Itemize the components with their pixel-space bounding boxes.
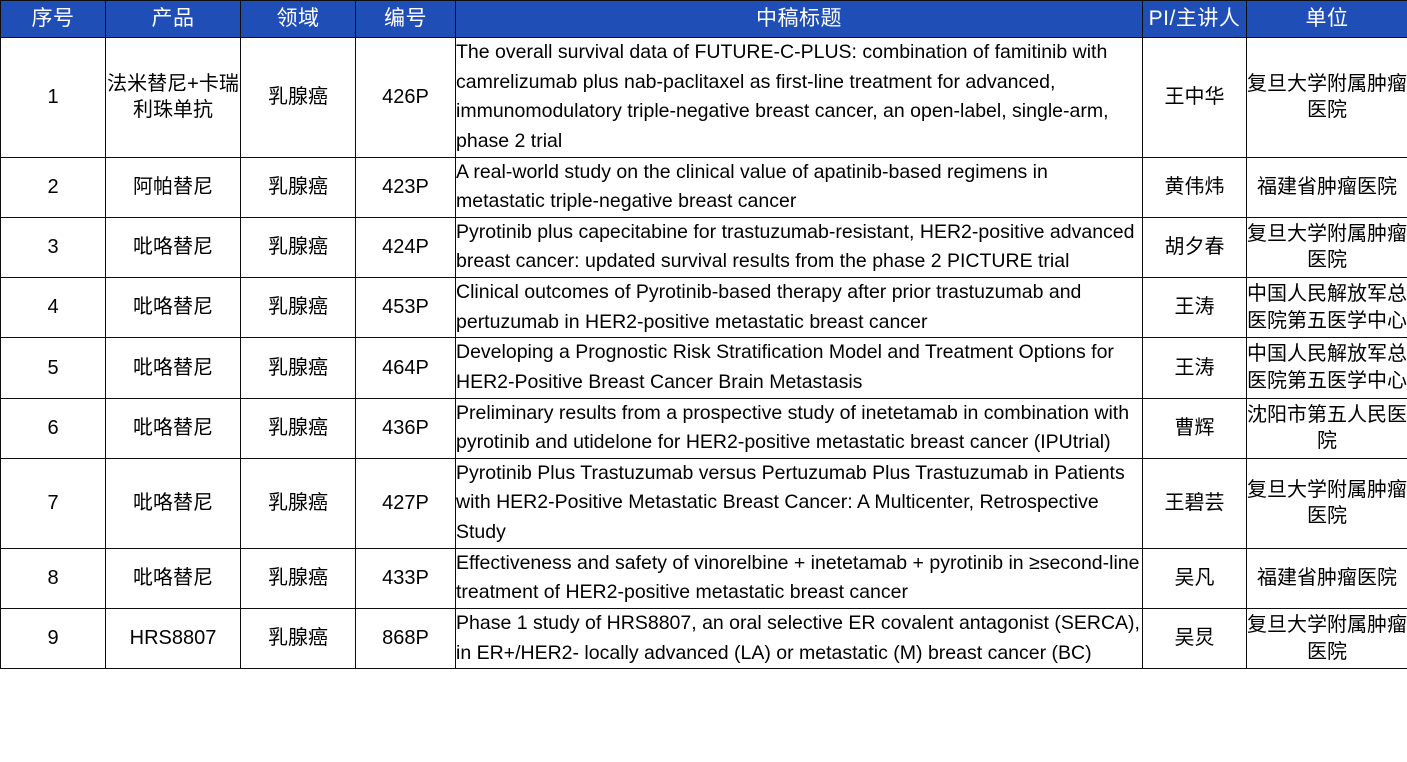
- cell-title: Clinical outcomes of Pyrotinib-based the…: [455, 276, 1143, 339]
- cell-unit: 福建省肿瘤医院: [1246, 547, 1407, 609]
- cell-code: 433P: [355, 547, 456, 609]
- cell-unit: 复旦大学附属肿瘤医院: [1246, 37, 1407, 158]
- cell-product: 吡咯替尼: [105, 216, 241, 279]
- table-row: 2 阿帕替尼 乳腺癌 423P A real-world study on the cl…: [0, 156, 1407, 218]
- cell-field: 乳腺癌: [240, 607, 356, 670]
- cell-pi: 王碧芸: [1142, 457, 1247, 549]
- cell-title: Preliminary results from a prospective s…: [455, 397, 1143, 459]
- cell-index: 2: [0, 156, 106, 218]
- cell-product: 阿帕替尼: [105, 156, 241, 218]
- table-row: 5 吡咯替尼 乳腺癌 464P Developing a Prognostic Risk…: [0, 337, 1407, 399]
- table-row: 3 吡咯替尼 乳腺癌 424P Pyrotinib plus capecitabine …: [0, 216, 1407, 279]
- cell-index: 4: [0, 276, 106, 339]
- cell-unit: 复旦大学附属肿瘤医院: [1246, 216, 1407, 279]
- cell-index: 6: [0, 397, 106, 459]
- cell-field: 乳腺癌: [240, 276, 356, 339]
- cell-title: The overall survival data of FUTURE-C-PL…: [455, 37, 1143, 158]
- cell-code: 423P: [355, 156, 456, 218]
- cell-product: 吡咯替尼: [105, 337, 241, 399]
- cell-product: HRS8807: [105, 607, 241, 670]
- cell-product: 吡咯替尼: [105, 457, 241, 549]
- table-row: 4 吡咯替尼 乳腺癌 453P Clinical outcomes of Pyrotin…: [0, 276, 1407, 339]
- accepted-abstracts-table: 序号 产品 领域 编号 中稿标题 PI/主讲人 单位 1 法米替尼+卡瑞利珠单抗乳…: [0, 0, 1407, 670]
- cell-pi: 吴凡: [1142, 547, 1247, 609]
- cell-field: 乳腺癌: [240, 457, 356, 549]
- cell-unit: 福建省肿瘤医院: [1246, 156, 1407, 218]
- cell-unit: 复旦大学附属肿瘤医院: [1246, 457, 1407, 549]
- cell-pi: 胡夕春: [1142, 216, 1247, 279]
- cell-pi: 吴炅: [1142, 607, 1247, 670]
- cell-index: 9: [0, 607, 106, 670]
- column-header-code: 编号: [355, 0, 456, 38]
- cell-unit: 中国人民解放军总医院第五医学中心: [1246, 337, 1407, 399]
- column-header-pi: PI/主讲人: [1142, 0, 1247, 38]
- cell-code: 868P: [355, 607, 456, 670]
- cell-index: 5: [0, 337, 106, 399]
- cell-code: 426P: [355, 37, 456, 158]
- cell-code: 464P: [355, 337, 456, 399]
- table-row: 6 吡咯替尼 乳腺癌 436P Preliminary results from a p…: [0, 397, 1407, 459]
- cell-unit: 中国人民解放军总医院第五医学中心: [1246, 276, 1407, 339]
- column-header-unit: 单位: [1246, 0, 1407, 38]
- column-header-field: 领域: [240, 0, 356, 38]
- cell-unit: 复旦大学附属肿瘤医院: [1246, 607, 1407, 670]
- cell-title: A real-world study on the clinical value…: [455, 156, 1143, 218]
- cell-pi: 曹辉: [1142, 397, 1247, 459]
- cell-unit: 沈阳市第五人民医院: [1246, 397, 1407, 459]
- cell-field: 乳腺癌: [240, 397, 356, 459]
- cell-index: 1: [0, 37, 106, 158]
- cell-code: 453P: [355, 276, 456, 339]
- cell-index: 7: [0, 457, 106, 549]
- cell-index: 8: [0, 547, 106, 609]
- cell-title: Developing a Prognostic Risk Stratificat…: [455, 337, 1143, 399]
- cell-pi: 王中华: [1142, 37, 1247, 158]
- table-row: 1 法米替尼+卡瑞利珠单抗 乳腺癌 426P The overall survival …: [0, 37, 1407, 158]
- table-body: 1 法米替尼+卡瑞利珠单抗 乳腺癌 426P The overall survival …: [0, 37, 1407, 670]
- column-header-index: 序号: [0, 0, 106, 38]
- cell-code: 427P: [355, 457, 456, 549]
- cell-index: 3: [0, 216, 106, 279]
- table-header: 序号 产品 领域 编号 中稿标题 PI/主讲人 单位: [0, 0, 1407, 38]
- cell-title: Pyrotinib Plus Trastuzumab versus Pertuz…: [455, 457, 1143, 549]
- cell-code: 436P: [355, 397, 456, 459]
- cell-product: 吡咯替尼: [105, 276, 241, 339]
- cell-product: 吡咯替尼: [105, 397, 241, 459]
- cell-title: Effectiveness and safety of vinorelbine …: [455, 547, 1143, 609]
- cell-pi: 王涛: [1142, 276, 1247, 339]
- table-row: 7 吡咯替尼 乳腺癌 427P Pyrotinib Plus Trastuzumab v…: [0, 457, 1407, 549]
- cell-code: 424P: [355, 216, 456, 279]
- cell-product: 吡咯替尼: [105, 547, 241, 609]
- cell-pi: 黄伟炜: [1142, 156, 1247, 218]
- cell-field: 乳腺癌: [240, 547, 356, 609]
- cell-product: 法米替尼+卡瑞利珠单抗: [105, 37, 241, 158]
- cell-field: 乳腺癌: [240, 37, 356, 158]
- table-row: 8 吡咯替尼 乳腺癌 433P Effectiveness and safety of …: [0, 547, 1407, 609]
- cell-field: 乳腺癌: [240, 156, 356, 218]
- column-header-title: 中稿标题: [455, 0, 1143, 38]
- column-header-product: 产品: [105, 0, 241, 38]
- cell-field: 乳腺癌: [240, 216, 356, 279]
- cell-title: Phase 1 study of HRS8807, an oral select…: [455, 607, 1143, 670]
- table-row: 9 HRS8807 乳腺癌 868P Phase 1 study of HRS8807,…: [0, 607, 1407, 670]
- cell-field: 乳腺癌: [240, 337, 356, 399]
- cell-title: Pyrotinib plus capecitabine for trastuzu…: [455, 216, 1143, 279]
- header-row: 序号 产品 领域 编号 中稿标题 PI/主讲人 单位: [0, 0, 1407, 38]
- cell-pi: 王涛: [1142, 337, 1247, 399]
